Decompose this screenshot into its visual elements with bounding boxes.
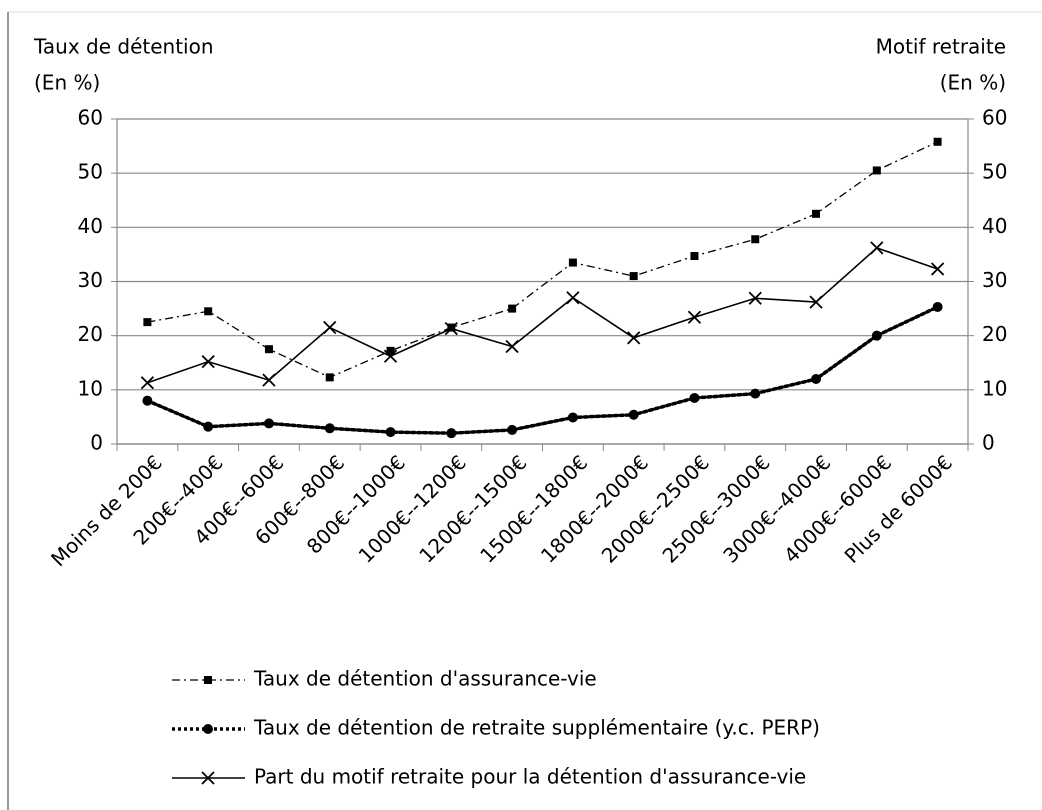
y2-tick-label: 0 (982, 431, 995, 455)
y-tick-label: 10 (78, 376, 103, 400)
marker (870, 241, 884, 255)
y2-label: (En %) (940, 71, 1006, 95)
marker (507, 424, 518, 435)
x-tick-label: 1000€--1200€ (354, 450, 471, 567)
y-tick-label: 50 (78, 160, 103, 184)
y-label: Taux de détention (33, 35, 214, 59)
marker (629, 272, 638, 281)
marker (204, 307, 213, 316)
marker (748, 291, 762, 305)
marker (383, 349, 398, 363)
marker (385, 427, 396, 438)
marker (444, 321, 458, 336)
x-tick-label: 1200€--1500€ (414, 450, 531, 567)
x-tick-label: 2000€--2500€ (597, 450, 714, 567)
marker (446, 428, 457, 439)
marker (201, 771, 215, 785)
legend-entry: Taux de détention de retraite supplément… (172, 716, 820, 740)
x-tick-label: 3000€--4000€ (718, 450, 835, 567)
series-line (147, 247, 938, 384)
marker (508, 304, 517, 313)
legend-entry: Taux de détention d'assurance-vie (172, 667, 597, 691)
y2-tick-label: 10 (982, 376, 1007, 400)
y-label: (En %) (34, 71, 100, 95)
y2-label: Motif retraite (876, 35, 1006, 59)
marker (628, 409, 639, 420)
y-tick-label: 0 (90, 431, 103, 455)
marker (264, 345, 273, 354)
marker (751, 235, 760, 244)
y-tick-label: 30 (78, 268, 103, 292)
y2-tick-label: 40 (982, 214, 1007, 238)
marker (567, 412, 578, 423)
x-tick-label: Plus de 6000€ (840, 450, 957, 567)
marker (809, 295, 823, 309)
x-tick-label: 2500€--3000€ (658, 450, 775, 567)
marker (323, 320, 337, 335)
y2-tick-label: 50 (982, 160, 1007, 184)
marker (687, 310, 702, 324)
marker (505, 339, 519, 354)
x-tick-label: 4000€--6000€ (779, 450, 896, 567)
legend-label: Part du motif retraite pour la détention… (254, 765, 806, 789)
marker (386, 346, 395, 355)
x-tick-label: 1500€--1800€ (475, 450, 592, 567)
y-tick-label: 20 (78, 322, 103, 346)
legend-entry: Part du motif retraite pour la détention… (172, 765, 806, 789)
series-line (147, 141, 938, 379)
marker (689, 392, 700, 403)
marker (872, 166, 881, 175)
y2-tick-label: 20 (982, 322, 1007, 346)
marker (871, 330, 882, 341)
marker (143, 318, 152, 327)
x-tick-label: Moins de 200€ (46, 450, 167, 571)
marker (204, 676, 212, 684)
legend-label: Taux de détention de retraite supplément… (253, 716, 820, 740)
marker (325, 373, 334, 382)
y-tick-label: 60 (78, 106, 103, 130)
marker (932, 301, 943, 312)
marker (142, 395, 153, 406)
legend-label: Taux de détention d'assurance-vie (253, 667, 597, 691)
y-tick-label: 40 (78, 214, 103, 238)
marker (627, 331, 641, 345)
series-line (145, 305, 940, 435)
marker (690, 252, 699, 261)
marker (262, 373, 276, 387)
marker (201, 355, 215, 369)
marker (812, 209, 821, 218)
marker (203, 724, 213, 734)
marker (263, 418, 274, 429)
marker (930, 262, 945, 276)
x-tick-label: 1800€--2000€ (536, 450, 653, 567)
y2-tick-label: 60 (982, 106, 1007, 130)
marker (140, 376, 155, 390)
marker (324, 423, 335, 434)
marker (568, 258, 577, 267)
marker (566, 291, 580, 305)
marker (750, 388, 761, 399)
marker (203, 421, 214, 432)
marker (933, 137, 942, 146)
y2-tick-label: 30 (982, 268, 1007, 292)
marker (811, 374, 822, 384)
